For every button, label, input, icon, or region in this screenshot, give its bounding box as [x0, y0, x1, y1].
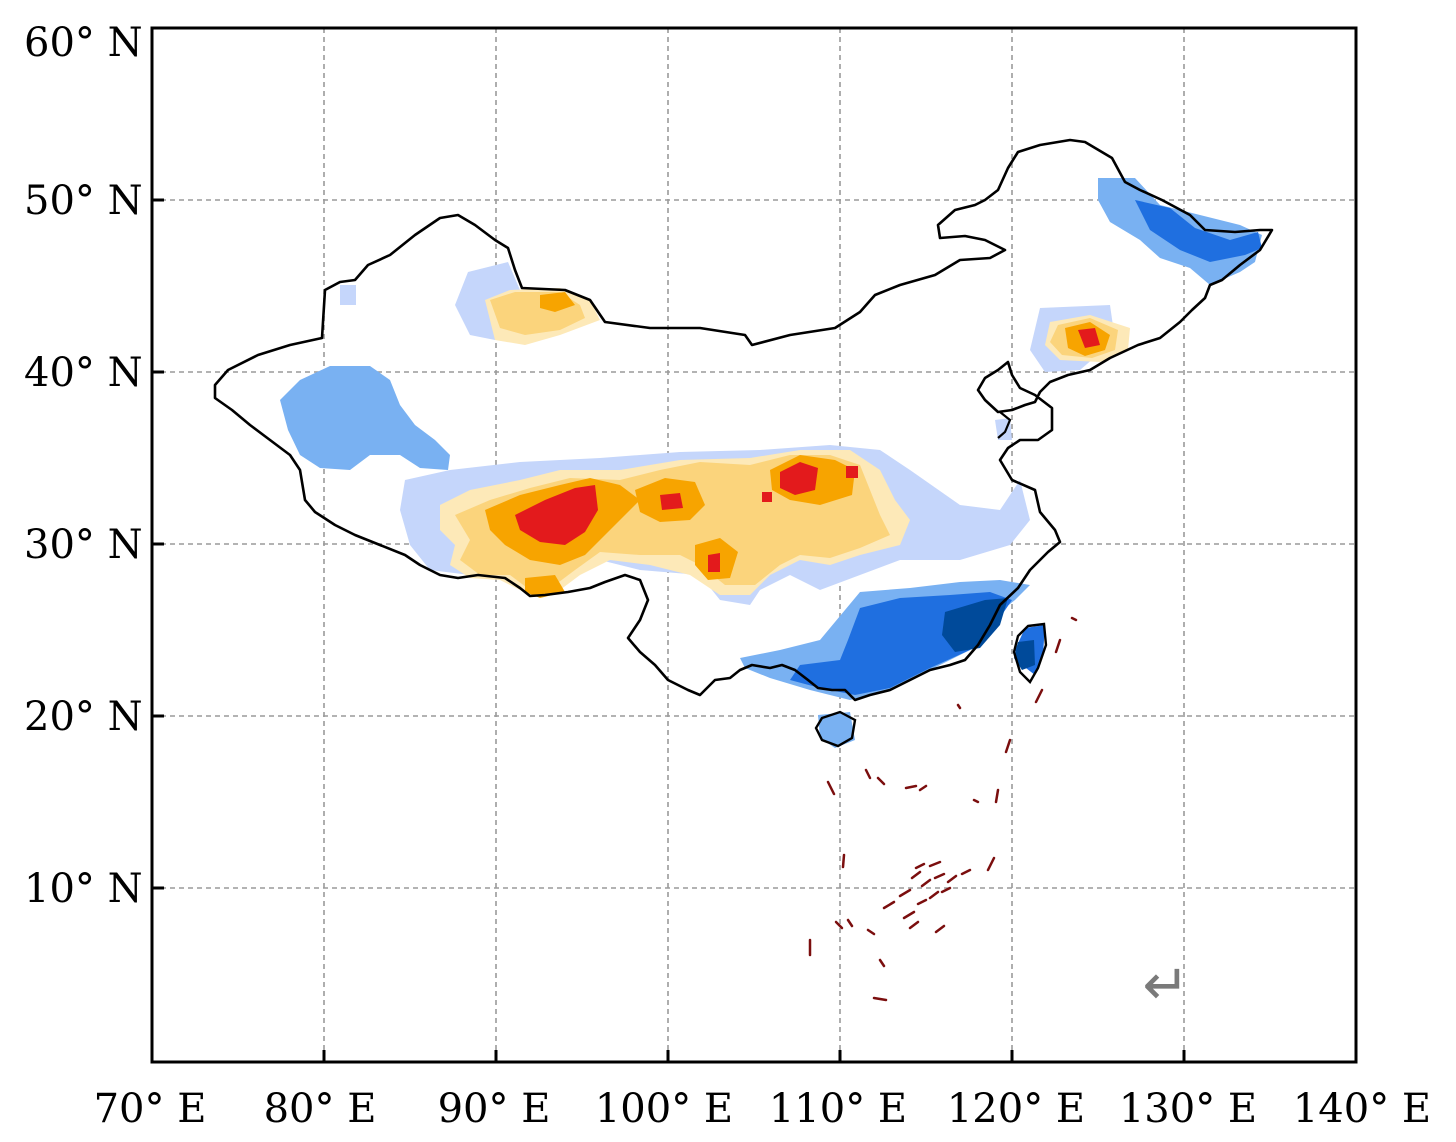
strong-positive-mid [762, 492, 772, 502]
x-tick-label: 120° E [947, 1086, 1085, 1132]
positive-southwest [525, 575, 565, 598]
strong-positive-east-dot [846, 466, 858, 478]
return-arrow-icon: ↵ [1143, 953, 1190, 1018]
x-tick-label: 100° E [595, 1086, 733, 1132]
strong-positive-regions [515, 328, 1100, 572]
x-tick-label: 90° E [438, 1086, 551, 1132]
island-dash [1054, 638, 1062, 654]
strong-negative-regions [942, 598, 1035, 670]
island-dash [826, 780, 836, 796]
strong-negative-fujian [942, 598, 1008, 652]
x-axis-labels: 70° E 80° E 90° E 100° E 110° E 120° E 1… [94, 1086, 1432, 1132]
strong-positive-northeast [1078, 328, 1100, 348]
island-cluster [882, 860, 972, 934]
island-cluster [834, 918, 876, 936]
hainan-boundary [814, 710, 857, 748]
strong-positive-plateau-center [660, 493, 683, 510]
island-dash [994, 788, 1000, 804]
island-dash [972, 798, 980, 804]
weak-negative-tarim [280, 366, 450, 470]
island-dash [1034, 688, 1044, 704]
island-dash [872, 996, 888, 1002]
south-china-sea-islands [808, 616, 1078, 1002]
x-tick-label: 70° E [94, 1086, 207, 1132]
strong-positive-plateau-east [780, 462, 818, 495]
island-dash [956, 703, 962, 710]
negative-northeast [1135, 200, 1262, 262]
island-dash [1004, 738, 1012, 754]
axis-ticks [152, 198, 1186, 1062]
country-boundary [213, 138, 1274, 702]
x-tick-label: 80° E [264, 1086, 377, 1132]
faint-negative-west [340, 285, 356, 305]
positive-tarim-north [540, 292, 575, 312]
y-axis-labels: 10° N 20° N 30° N 40° N 50° N 60° N [24, 20, 143, 912]
x-tick-label: 110° E [769, 1086, 907, 1132]
negative-regions [790, 200, 1262, 695]
x-tick-label: 140° E [1293, 1086, 1431, 1132]
y-tick-label: 20° N [24, 694, 143, 740]
taiwan-boundary [1012, 622, 1048, 684]
strong-positive-sichuan [708, 553, 720, 572]
strong-positive-plateau-west [515, 485, 598, 545]
island-cluster [864, 768, 928, 792]
y-tick-label: 40° N [24, 350, 143, 396]
y-tick-label: 10° N [24, 866, 143, 912]
y-tick-label: 30° N [24, 522, 143, 568]
strong-negative-taiwan [1014, 640, 1035, 670]
y-tick-label: 60° N [24, 20, 143, 66]
island-dash [841, 853, 846, 869]
weak-negative-hainan [818, 712, 855, 748]
island-dash [878, 958, 886, 968]
x-tick-label: 130° E [1119, 1086, 1257, 1132]
island-dash [1070, 616, 1078, 622]
y-tick-label: 50° N [24, 178, 143, 224]
anomaly-shading [280, 178, 1262, 748]
bohai-coastline [997, 411, 1012, 439]
island-dash [986, 856, 996, 872]
